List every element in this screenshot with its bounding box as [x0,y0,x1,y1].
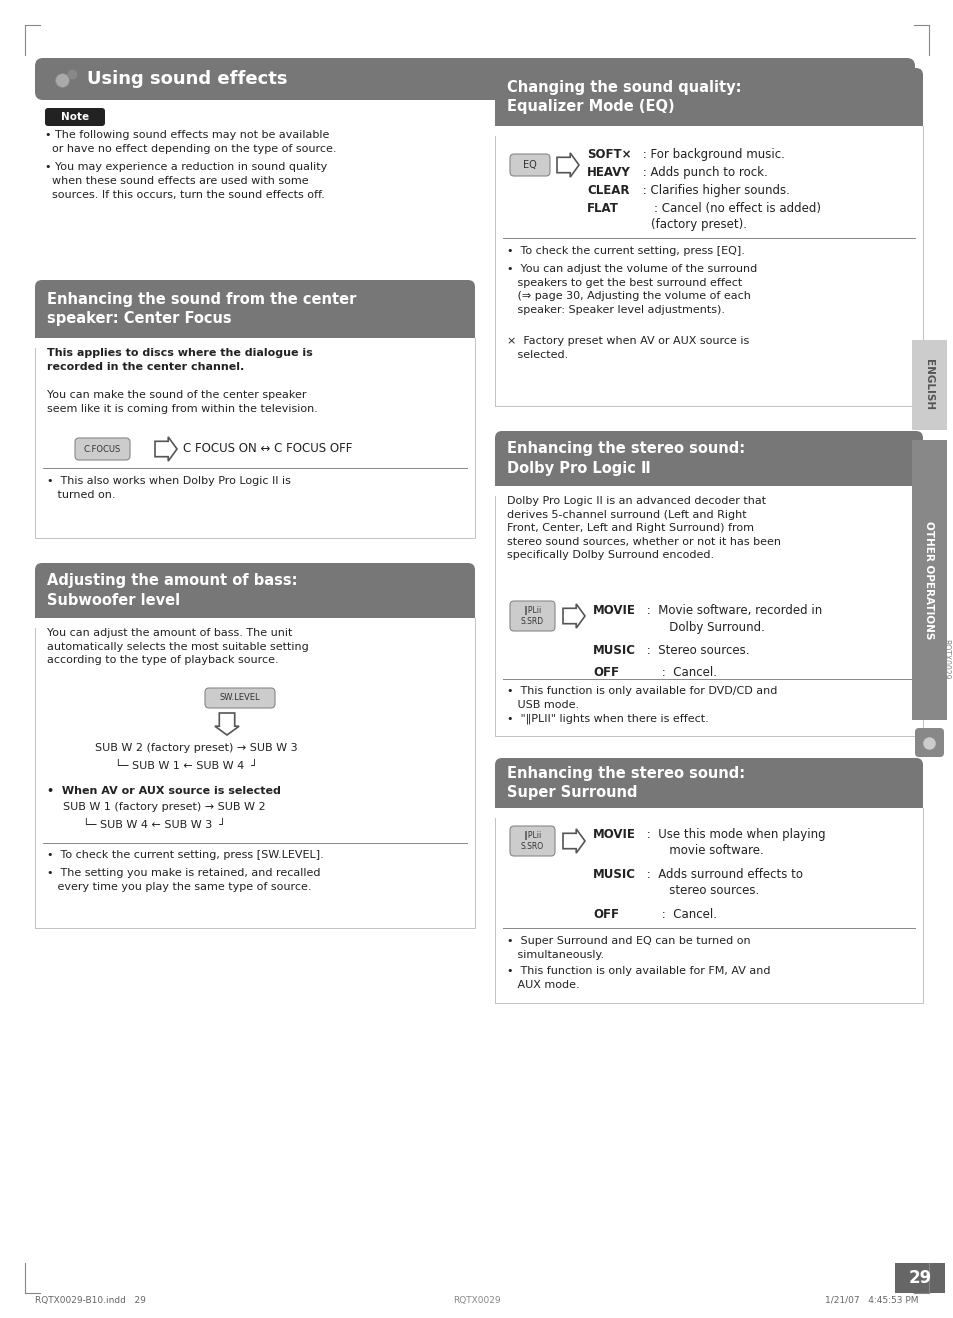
Text: C.FOCUS: C.FOCUS [84,444,121,453]
Text: : Clarifies higher sounds.: : Clarifies higher sounds. [639,185,789,196]
Text: You can make the sound of the center speaker
seem like it is coming from within : You can make the sound of the center spe… [47,390,317,414]
FancyBboxPatch shape [914,728,943,757]
Bar [495,486,923,496]
Text: Using sound effects: Using sound effects [87,70,287,88]
Bar [495,808,923,1003]
Bar [495,476,923,486]
Text: RQTX0029-B10.indd   29: RQTX0029-B10.indd 29 [35,1296,146,1305]
Text: SW.LEVEL: SW.LEVEL [219,693,260,702]
Text: C FOCUS ON ↔ C FOCUS OFF: C FOCUS ON ↔ C FOCUS OFF [183,443,352,456]
Text: SUB W 1 (factory preset) → SUB W 2: SUB W 1 (factory preset) → SUB W 2 [63,801,265,812]
Text: : Adds punch to rock.: : Adds punch to rock. [639,166,767,179]
Text: SUB W 2 (factory preset) → SUB W 3: SUB W 2 (factory preset) → SUB W 3 [95,743,297,753]
FancyBboxPatch shape [35,563,475,618]
Text: :  Movie software, recorded in
       Dolby Surround.: : Movie software, recorded in Dolby Surr… [642,604,821,634]
Bar [911,440,946,720]
Text: FLAT: FLAT [586,202,618,215]
Bar [35,618,475,627]
Text: :  Stereo sources.: : Stereo sources. [642,645,749,656]
Text: 29: 29 [907,1269,931,1286]
Bar [35,337,475,538]
Text: Enhancing the sound from the center
speaker: Center Focus: Enhancing the sound from the center spea… [47,291,356,326]
Text: •  This also works when Dolby Pro Logic II is
   turned on.: • This also works when Dolby Pro Logic I… [47,476,291,500]
Text: MUSIC: MUSIC [593,645,636,656]
Text: •  When AV or AUX source is selected: • When AV or AUX source is selected [47,786,280,796]
Text: • You may experience a reduction in sound quality
  when these sound effects are: • You may experience a reduction in soun… [45,162,327,200]
Text: SOFT×: SOFT× [586,148,631,161]
Polygon shape [214,713,239,735]
Text: CLEAR: CLEAR [586,185,629,196]
Text: •  To check the current setting, press [SW.LEVEL].: • To check the current setting, press [S… [47,850,323,861]
FancyBboxPatch shape [510,826,555,855]
Text: Dolby Pro Logic II is an advanced decoder that
derives 5-channel surround (Left : Dolby Pro Logic II is an advanced decode… [506,496,781,560]
Bar [495,808,923,818]
Bar [35,608,475,618]
Text: ‖PLii
S.SRO: ‖PLii S.SRO [520,830,543,851]
FancyBboxPatch shape [75,438,130,460]
Text: HEAVY: HEAVY [586,166,630,179]
Text: •  This function is only available for FM, AV and
   AUX mode.: • This function is only available for FM… [506,966,770,990]
Text: :  Use this mode when playing
       movie software.: : Use this mode when playing movie softw… [642,828,824,858]
Text: 1/21/07   4:45:53 PM: 1/21/07 4:45:53 PM [824,1296,918,1305]
Bar [495,127,923,136]
Polygon shape [557,153,578,177]
Text: : Cancel (no effect is added): : Cancel (no effect is added) [639,202,821,215]
FancyBboxPatch shape [495,431,923,486]
Bar [35,618,475,928]
Text: RQTX0029: RQTX0029 [941,639,949,679]
Bar [35,328,475,337]
Text: ENGLISH: ENGLISH [923,360,934,411]
Text: MOVIE: MOVIE [593,604,636,617]
FancyBboxPatch shape [205,688,274,708]
Text: You can adjust the amount of bass. The unit
automatically selects the most suita: You can adjust the amount of bass. The u… [47,627,309,666]
FancyBboxPatch shape [510,601,555,631]
Text: OFF: OFF [593,908,618,921]
Text: :  Cancel.: : Cancel. [642,908,717,921]
Bar [894,1263,944,1293]
Text: OFF: OFF [593,666,618,679]
FancyBboxPatch shape [35,279,475,337]
Text: : For background music.: : For background music. [639,148,784,161]
Text: • The following sound effects may not be available
  or have no effect depending: • The following sound effects may not be… [45,130,336,154]
Text: •  "‖PLII" lights when there is effect.: • "‖PLII" lights when there is effect. [506,714,708,725]
Text: •  Super Surround and EQ can be turned on
   simultaneously.: • Super Surround and EQ can be turned on… [506,936,750,960]
Text: └─ SUB W 1 ← SUB W 4  ┘: └─ SUB W 1 ← SUB W 4 ┘ [115,760,257,771]
Text: •  To check the current setting, press [EQ].: • To check the current setting, press [E… [506,246,744,256]
Bar [911,340,946,430]
Text: Enhancing the stereo sound:
Dolby Pro Logic Ⅱ: Enhancing the stereo sound: Dolby Pro Lo… [506,442,744,476]
Text: Adjusting the amount of bass:
Subwoofer level: Adjusting the amount of bass: Subwoofer … [47,573,297,608]
Bar [495,116,923,127]
Bar [495,486,923,735]
Text: ‖PLii
S.SRD: ‖PLii S.SRD [520,606,543,626]
Text: OTHER OPERATIONS: OTHER OPERATIONS [923,521,934,639]
Text: •  The setting you make is retained, and recalled
   every time you play the sam: • The setting you make is retained, and … [47,869,320,891]
Polygon shape [154,436,177,461]
Text: This applies to discs where the dialogue is
recorded in the center channel.: This applies to discs where the dialogue… [47,348,313,372]
FancyBboxPatch shape [495,758,923,808]
Text: MOVIE: MOVIE [593,828,636,841]
Text: Changing the sound quality:
Equalizer Mode (EQ): Changing the sound quality: Equalizer Mo… [506,80,740,115]
Polygon shape [562,829,584,853]
FancyBboxPatch shape [495,69,923,127]
Text: ×  Factory preset when AV or AUX source is
   selected.: × Factory preset when AV or AUX source i… [506,336,748,360]
Text: Note: Note [61,112,89,123]
Text: └─ SUB W 4 ← SUB W 3  ┘: └─ SUB W 4 ← SUB W 3 ┘ [83,820,226,830]
Bar [495,127,923,406]
Text: EQ: EQ [522,159,537,170]
Text: (factory preset).: (factory preset). [650,217,746,231]
Text: MUSIC: MUSIC [593,869,636,880]
Text: :  Cancel.: : Cancel. [642,666,717,679]
Text: •  This function is only available for DVD/CD and
   USB mode.: • This function is only available for DV… [506,685,777,709]
FancyBboxPatch shape [45,108,105,127]
Polygon shape [562,604,584,629]
Text: RQTX0029: RQTX0029 [453,1296,500,1305]
Text: Enhancing the stereo sound:
Super Surround: Enhancing the stereo sound: Super Surrou… [506,766,744,800]
Text: :  Adds surround effects to
       stereo sources.: : Adds surround effects to stereo source… [642,869,802,898]
Text: •  You can adjust the volume of the surround
   speakers to get the best surroun: • You can adjust the volume of the surro… [506,264,757,315]
Bar [495,797,923,808]
FancyBboxPatch shape [510,154,550,177]
Bar [35,337,475,348]
FancyBboxPatch shape [35,58,914,100]
